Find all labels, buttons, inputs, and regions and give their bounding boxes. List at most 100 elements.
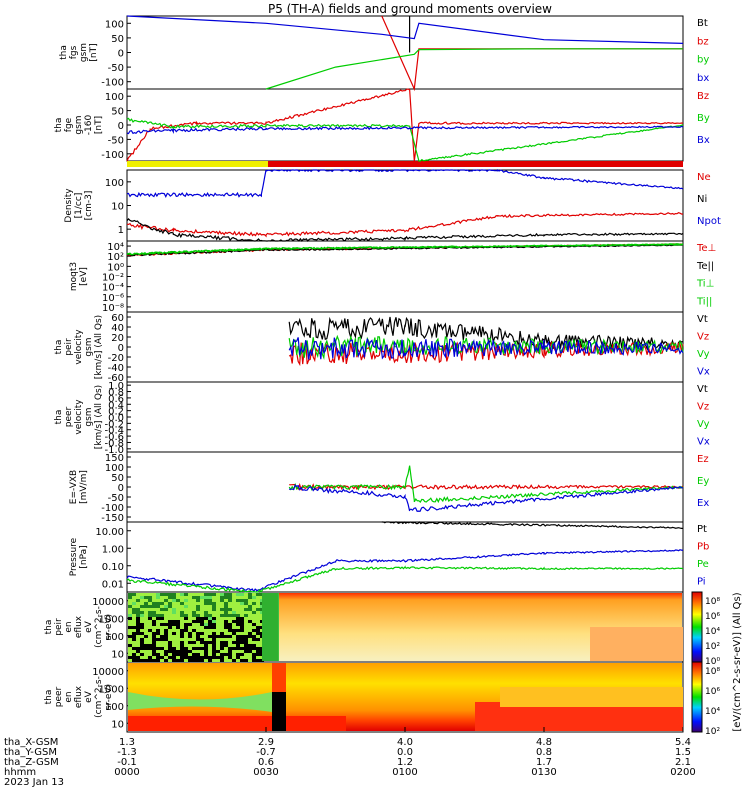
pixel bbox=[224, 614, 228, 617]
y-label-line: [nT] bbox=[89, 43, 99, 61]
pixel bbox=[128, 635, 132, 638]
legend-Ey: Ey bbox=[697, 476, 709, 487]
pixel bbox=[228, 650, 232, 653]
pixel bbox=[144, 602, 148, 605]
pixel bbox=[140, 611, 144, 614]
pixel bbox=[192, 602, 196, 605]
y-label-line: moqt3 bbox=[69, 262, 79, 291]
pixel bbox=[156, 599, 160, 602]
pixel bbox=[140, 644, 144, 647]
pixel bbox=[140, 653, 144, 656]
y-label-line: velocity bbox=[74, 329, 84, 365]
pixel bbox=[212, 593, 216, 596]
pixel bbox=[216, 626, 220, 629]
pixel bbox=[148, 620, 152, 623]
pixel bbox=[128, 659, 132, 662]
pixel bbox=[240, 617, 244, 620]
pixel bbox=[256, 614, 260, 617]
pixel bbox=[184, 647, 188, 650]
y-label-line: [nPa] bbox=[79, 545, 89, 568]
pixel bbox=[224, 638, 228, 641]
y-label-line: sr-eV) bbox=[104, 614, 114, 640]
pixel bbox=[256, 620, 260, 623]
pixel bbox=[148, 617, 152, 620]
pixel bbox=[208, 647, 212, 650]
pixel bbox=[184, 656, 188, 659]
pixel bbox=[252, 599, 256, 602]
pixel bbox=[224, 593, 228, 596]
status-bar-red bbox=[268, 161, 683, 167]
y-tick-label: 0.4 bbox=[108, 400, 124, 411]
pixel bbox=[244, 641, 248, 644]
pixel bbox=[200, 641, 204, 644]
pixel bbox=[232, 617, 236, 620]
pixel bbox=[164, 596, 168, 599]
y-label-line: -160 bbox=[84, 115, 94, 136]
colorbar-tick: 10⁰ bbox=[705, 657, 720, 667]
y-label-line: peer bbox=[64, 406, 74, 427]
pixel bbox=[208, 650, 212, 653]
x-tick-label: 1.2 bbox=[397, 757, 413, 768]
pixel bbox=[168, 620, 172, 623]
pixel bbox=[208, 602, 212, 605]
pixel bbox=[200, 638, 204, 641]
pixel bbox=[152, 632, 156, 635]
pixel bbox=[164, 632, 168, 635]
pixel bbox=[128, 644, 132, 647]
pixel bbox=[176, 608, 180, 611]
pixel bbox=[184, 641, 188, 644]
y-label-line: Density bbox=[64, 188, 74, 223]
pixel bbox=[244, 596, 248, 599]
pixel bbox=[220, 602, 224, 605]
pixel bbox=[136, 623, 140, 626]
pixel bbox=[160, 626, 164, 629]
pixel bbox=[140, 632, 144, 635]
y-axis-label: tha fgs gsm [nT] bbox=[59, 43, 99, 62]
pixel bbox=[192, 608, 196, 611]
pixel bbox=[132, 656, 136, 659]
pixel bbox=[216, 617, 220, 620]
pixel bbox=[212, 614, 216, 617]
late-yellow-band bbox=[500, 687, 683, 707]
pixel bbox=[224, 644, 228, 647]
pixel bbox=[176, 614, 180, 617]
pixel bbox=[232, 620, 236, 623]
pixel bbox=[232, 611, 236, 614]
pixel bbox=[232, 602, 236, 605]
pixel bbox=[192, 614, 196, 617]
y-tick-label: 100 bbox=[105, 632, 124, 643]
pixel bbox=[156, 644, 160, 647]
y-label-line: tha bbox=[44, 620, 54, 635]
pixel bbox=[192, 647, 196, 650]
pixel bbox=[140, 635, 144, 638]
pixel bbox=[188, 650, 192, 653]
pixel bbox=[164, 608, 168, 611]
pixel bbox=[256, 617, 260, 620]
late-band bbox=[590, 627, 683, 661]
pixel bbox=[172, 659, 176, 662]
pixel bbox=[164, 623, 168, 626]
legend-Pi: Pi bbox=[697, 577, 706, 588]
y-tick-label: 0 bbox=[118, 121, 124, 132]
y-label-line: en bbox=[64, 691, 74, 702]
pixel bbox=[216, 629, 220, 632]
pixel bbox=[180, 629, 184, 632]
pixel bbox=[244, 647, 248, 650]
pixel bbox=[232, 635, 236, 638]
pixel bbox=[184, 632, 188, 635]
pixel bbox=[168, 596, 172, 599]
pixel bbox=[156, 626, 160, 629]
pixel bbox=[256, 599, 260, 602]
pixel bbox=[200, 656, 204, 659]
pixel bbox=[172, 593, 176, 596]
x-tick-label: 4.0 bbox=[397, 737, 413, 748]
pixel bbox=[132, 620, 136, 623]
pixel bbox=[240, 599, 244, 602]
pixel bbox=[212, 632, 216, 635]
pixel bbox=[144, 620, 148, 623]
pixel bbox=[212, 617, 216, 620]
pixel bbox=[180, 632, 184, 635]
pixel bbox=[160, 611, 164, 614]
pixel bbox=[176, 599, 180, 602]
pixel bbox=[220, 626, 224, 629]
